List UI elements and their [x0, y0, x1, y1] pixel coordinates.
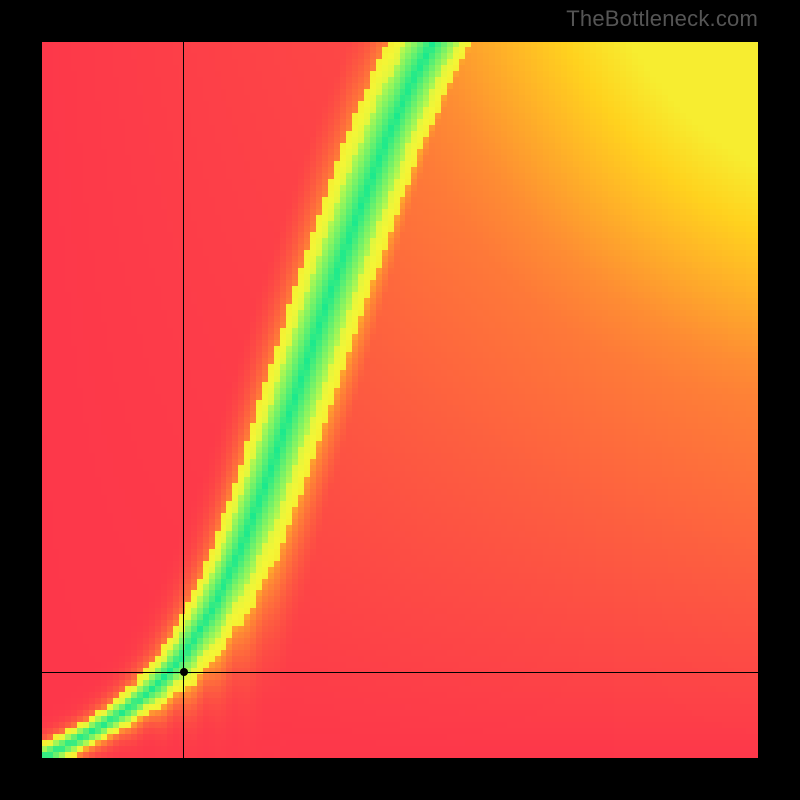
- chart-container: TheBottleneck.com: [0, 0, 800, 800]
- crosshair-horizontal: [42, 672, 758, 673]
- heatmap-plot: [42, 42, 758, 758]
- attribution-text: TheBottleneck.com: [566, 6, 758, 32]
- marker-dot: [180, 668, 188, 676]
- crosshair-vertical: [183, 42, 184, 758]
- heatmap-canvas: [42, 42, 758, 758]
